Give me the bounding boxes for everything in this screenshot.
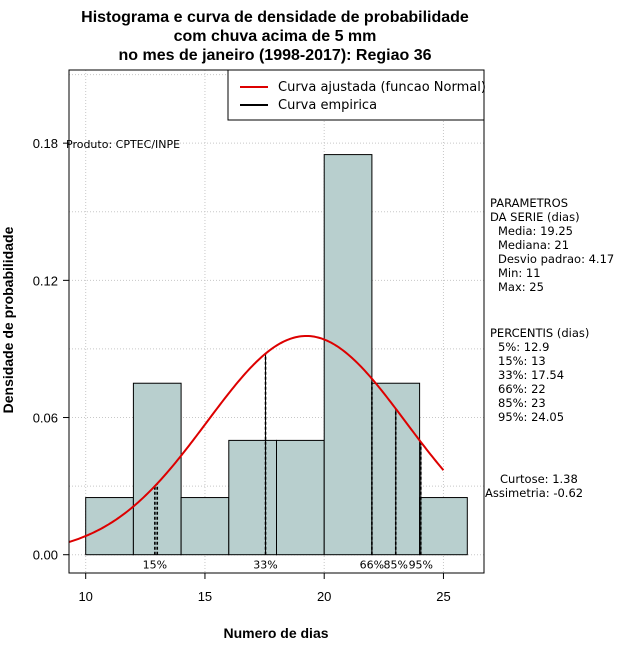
percentis-heading: PERCENTIS (dias) (490, 326, 589, 340)
histogram-bar-7 (419, 497, 468, 556)
x-tick-label-1: 15 (198, 589, 212, 604)
percentis-85: 85%: 23 (498, 396, 546, 410)
percentile-lines (154, 353, 422, 555)
y-axis: 0.00 0.06 0.12 0.18 (33, 136, 69, 563)
y-tick-label-0: 0.00 (33, 548, 58, 563)
curtose-value: Curtose: 1.38 (500, 472, 578, 486)
histogram-bar-0 (85, 497, 134, 556)
x-axis: 10 15 20 25 (78, 573, 451, 604)
y-tick-label-2: 0.12 (33, 273, 58, 288)
chart-title-line-2: com chuva acima de 5 mm (174, 28, 377, 45)
parametros-desvio: Desvio padrao: 4.17 (498, 252, 614, 266)
chart-title-line-3: no mes de janeiro (1998-2017): Regiao 36 (118, 47, 431, 64)
x-tick-label-3: 25 (436, 589, 450, 604)
parametros-min: Min: 11 (498, 266, 541, 280)
percentis-5: 5%: 12.9 (498, 340, 549, 354)
histogram-bar-1 (132, 382, 182, 556)
percentis-33: 33%: 17.54 (498, 368, 564, 382)
x-axis-title: Numero de dias (223, 625, 328, 641)
legend-label-normal: Curva ajustada (funcao Normal) (278, 80, 486, 95)
legend-box (227, 69, 485, 121)
percentile-label-5: 95% (409, 559, 433, 572)
chart-title-line-1: Histograma e curva de densidade de proba… (81, 9, 469, 26)
percentis-panel: PERCENTIS (dias) 5%: 12.9 15%: 13 33%: 1… (490, 326, 589, 424)
legend-label-empirical: Curva empirica (278, 98, 377, 113)
percentis-66: 66%: 22 (498, 382, 546, 396)
percentis-95: 95%: 24.05 (498, 410, 564, 424)
histogram-bars (85, 154, 468, 556)
x-tick-label-0: 10 (78, 589, 92, 604)
histogram-bar-2 (180, 497, 230, 556)
y-tick-label-3: 0.18 (33, 136, 58, 151)
assimetria-value: Assimetria: -0.62 (485, 486, 583, 500)
parametros-panel: PARAMETROS DA SERIE (dias) Media: 19.25 … (490, 196, 614, 294)
percentile-label-3: 66% (360, 559, 384, 572)
percentile-label-2: 33% (253, 559, 277, 572)
percentile-labels: 15% 33% 66% 85% 95% (143, 559, 433, 572)
percentis-15: 15%: 13 (498, 354, 546, 368)
y-tick-label-1: 0.06 (33, 411, 58, 426)
parametros-max: Max: 25 (498, 280, 544, 294)
parametros-heading-1: PARAMETROS (490, 196, 568, 210)
parametros-mediana: Mediana: 21 (498, 238, 569, 252)
histogram-bar-4 (276, 439, 325, 556)
parametros-media: Media: 19.25 (498, 224, 573, 238)
legend: Curva ajustada (funcao Normal) Curva emp… (227, 69, 486, 121)
percentile-label-0: 15% (143, 559, 167, 572)
x-tick-label-2: 20 (317, 589, 331, 604)
shape-panel: Curtose: 1.38 Assimetria: -0.62 (485, 472, 583, 500)
y-axis-title: Densidade de probabilidade (0, 226, 16, 413)
histogram-bar-3 (228, 439, 277, 556)
credit-annotation: Produto: CPTEC/INPE (66, 138, 180, 151)
percentile-label-4: 85% (384, 559, 408, 572)
normal-curve (68, 334, 445, 543)
parametros-heading-2: DA SERIE (dias) (490, 210, 580, 224)
